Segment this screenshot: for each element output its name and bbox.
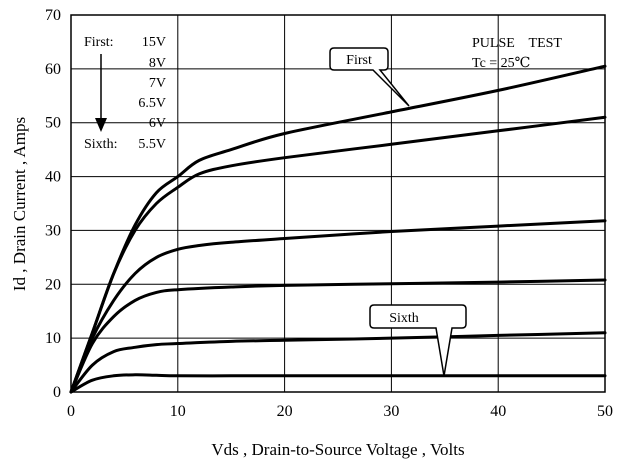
x-tick-label: 10	[170, 403, 186, 420]
curve-third	[69, 219, 607, 394]
legend-entry: 8V	[149, 56, 166, 71]
x-tick-label: 30	[383, 403, 399, 420]
legend-entry: 15V	[142, 35, 166, 50]
legend-entry: 5.5V	[138, 137, 166, 152]
y-tick-label: 0	[53, 384, 61, 401]
x-axis-title: Vds , Drain-to-Source Voltage , Volts	[211, 440, 464, 459]
test-note-temperature: Tc = 25℃	[472, 56, 530, 71]
y-axis-title: Id , Drain Current , Amps	[10, 117, 29, 291]
legend-entry: 6V	[149, 116, 166, 131]
y-tick-label: 10	[45, 330, 61, 347]
y-tick-label: 50	[45, 115, 61, 132]
y-tick-label: 40	[45, 169, 61, 186]
callout-first: First	[329, 47, 410, 107]
tick-labels: 0 10 20 30 40 50 0 10 20 30 40 50 60 70	[45, 7, 613, 420]
curve-sixth	[69, 373, 607, 394]
legend-entry: 6.5V	[138, 96, 166, 111]
x-tick-label: 20	[277, 403, 293, 420]
callout-first-bubble	[329, 47, 410, 107]
callout-first-label: First	[346, 53, 372, 68]
x-tick-label: 40	[490, 403, 506, 420]
y-tick-label: 60	[45, 61, 61, 78]
curve-fourth	[69, 278, 607, 394]
legend-entries: 15V 8V 7V 6.5V 6V 5.5V	[138, 35, 166, 152]
y-tick-label: 20	[45, 276, 61, 293]
legend: First: Sixth: 15V 8V 7V 6.5V 6V 5.5V	[84, 35, 166, 152]
x-tick-label: 0	[67, 403, 75, 420]
legend-first-label: First:	[84, 35, 114, 50]
legend-arrow-head	[95, 118, 107, 132]
y-tick-label: 70	[45, 7, 61, 24]
callout-sixth: Sixth	[369, 304, 467, 377]
curve-second	[69, 115, 607, 394]
curves	[69, 64, 607, 394]
callout-sixth-label: Sixth	[389, 311, 419, 326]
curve-fifth	[69, 331, 607, 394]
test-note-pulse: PULSE TEST	[472, 36, 562, 51]
legend-entry: 7V	[149, 76, 166, 91]
y-tick-label: 30	[45, 222, 61, 239]
x-tick-label: 50	[597, 403, 613, 420]
callout-sixth-bubble	[369, 304, 467, 377]
legend-last-label: Sixth:	[84, 137, 117, 152]
